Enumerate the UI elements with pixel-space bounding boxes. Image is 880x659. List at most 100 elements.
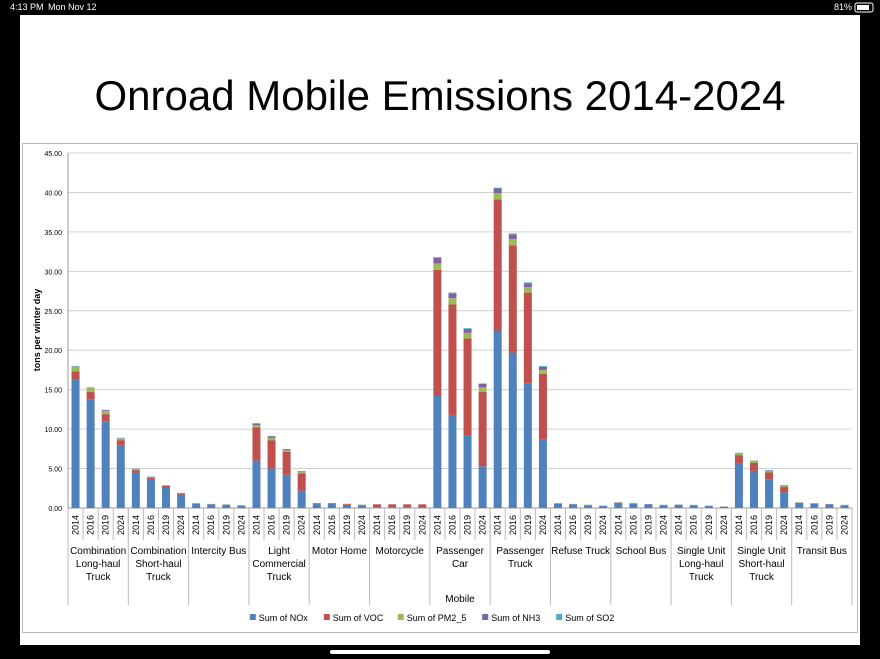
bar-segment bbox=[780, 485, 789, 487]
x-tick-label: 2019 bbox=[282, 515, 292, 535]
bar-segment bbox=[162, 487, 170, 508]
bar-segment bbox=[463, 328, 472, 329]
group-label: Refuse Truck bbox=[551, 546, 611, 557]
bar-segment bbox=[116, 444, 125, 508]
bar-segment bbox=[689, 505, 698, 508]
bar-segment bbox=[538, 439, 547, 508]
y-tick-label: 30.00 bbox=[44, 269, 62, 276]
group-label: School Bus bbox=[615, 546, 667, 557]
bar-segment bbox=[403, 507, 412, 508]
x-tick-label: 2016 bbox=[628, 515, 638, 535]
bar-segment bbox=[267, 436, 276, 438]
x-tick-label: 2019 bbox=[101, 515, 111, 535]
bar-segment bbox=[750, 461, 758, 464]
x-tick-label: 2024 bbox=[719, 515, 729, 535]
x-tick-label: 2019 bbox=[643, 515, 653, 535]
group-label: Combination Long-haul Truck bbox=[70, 546, 127, 583]
x-tick-label: 2014 bbox=[432, 515, 442, 535]
legend-label: Sum of VOC bbox=[333, 613, 384, 623]
group-label: Intercity Bus bbox=[191, 546, 247, 557]
bar-segment bbox=[508, 234, 517, 239]
group-label: Combination Short-haul Truck bbox=[130, 546, 187, 583]
bar-segment bbox=[704, 506, 713, 508]
bar-segment bbox=[282, 474, 291, 508]
y-tick-label: 40.00 bbox=[44, 190, 62, 197]
bar-segment bbox=[222, 504, 231, 508]
x-tick-label: 2019 bbox=[221, 515, 231, 535]
x-tick-label: 2014 bbox=[493, 515, 503, 535]
bar-segment bbox=[448, 293, 457, 299]
bar-segment bbox=[146, 479, 155, 508]
bar-segment bbox=[267, 440, 276, 469]
bar-segment bbox=[478, 392, 487, 467]
bar-segment bbox=[358, 505, 366, 508]
x-tick-label: 2019 bbox=[342, 515, 352, 535]
x-tick-label: 2016 bbox=[749, 515, 759, 535]
x-tick-label: 2014 bbox=[674, 515, 684, 535]
bar-segment bbox=[538, 366, 547, 370]
bar-segment bbox=[162, 485, 170, 486]
x-tick-label: 2024 bbox=[236, 515, 246, 535]
bar-segment bbox=[659, 505, 668, 508]
bar-segment bbox=[584, 505, 593, 508]
x-tick-label: 2016 bbox=[267, 515, 277, 535]
bar-segment bbox=[644, 504, 653, 508]
bar-segment bbox=[523, 292, 532, 384]
x-tick-label: 2014 bbox=[372, 515, 382, 535]
bar-segment bbox=[493, 330, 502, 508]
x-tick-label: 2016 bbox=[206, 515, 216, 535]
bar-segment bbox=[282, 449, 291, 451]
bar-segment bbox=[508, 238, 517, 246]
bar-segment bbox=[840, 505, 849, 508]
group-label: Motor Home bbox=[311, 546, 367, 557]
bar-segment bbox=[825, 504, 834, 508]
x-tick-label: 2014 bbox=[553, 515, 563, 535]
group-label: Motorcycle bbox=[375, 546, 424, 557]
x-tick-label: 2016 bbox=[447, 515, 457, 535]
bar-segment bbox=[71, 371, 80, 380]
chart-title: Onroad Mobile Emissions 2014-2024 bbox=[94, 72, 785, 119]
bar-segment bbox=[327, 504, 336, 508]
bar-segment bbox=[433, 269, 442, 396]
bar-segment bbox=[116, 438, 125, 441]
x-tick-label: 2014 bbox=[312, 515, 322, 535]
legend-swatch bbox=[556, 614, 563, 620]
legend-label: Sum of SO2 bbox=[565, 613, 614, 623]
x-tick-label: 2019 bbox=[161, 515, 171, 535]
bar-segment bbox=[86, 388, 95, 393]
bar-segment bbox=[267, 468, 276, 508]
bar-segment bbox=[192, 503, 201, 508]
legend-label: Sum of NH3 bbox=[491, 613, 540, 623]
x-tick-label: 2024 bbox=[659, 515, 669, 535]
x-tick-label: 2016 bbox=[387, 515, 397, 535]
bar-segment bbox=[131, 468, 140, 471]
x-tick-label: 2016 bbox=[568, 515, 578, 535]
x-tick-label: 2024 bbox=[779, 515, 789, 535]
bar-segment bbox=[297, 473, 306, 491]
bar-segment bbox=[86, 392, 95, 400]
battery-level bbox=[857, 5, 869, 10]
bar-segment bbox=[282, 451, 291, 475]
bar-segment bbox=[162, 485, 170, 488]
bar-segment bbox=[388, 507, 397, 508]
x-tick-label: 2014 bbox=[191, 515, 201, 535]
x-tick-label: 2024 bbox=[478, 515, 488, 535]
status-time: 4:13 PM bbox=[10, 2, 44, 12]
bar-segment bbox=[177, 494, 186, 508]
y-tick-label: 5.00 bbox=[48, 467, 62, 474]
group-label: Transit Bus bbox=[796, 546, 847, 557]
bar-segment bbox=[463, 332, 472, 339]
x-tick-label: 2016 bbox=[809, 515, 819, 535]
x-tick-label: 2019 bbox=[824, 515, 834, 535]
battery-icon bbox=[854, 2, 874, 13]
bar-segment bbox=[795, 502, 804, 508]
bar-segment bbox=[131, 472, 140, 508]
bar-segment bbox=[463, 338, 472, 436]
x-tick-label: 2024 bbox=[417, 515, 427, 535]
x-axis-label: Mobile bbox=[445, 594, 475, 605]
bar-segment bbox=[433, 257, 442, 264]
legend-swatch bbox=[397, 614, 404, 620]
bar-segment bbox=[523, 283, 532, 288]
x-tick-label: 2019 bbox=[463, 515, 473, 535]
bar-segment bbox=[538, 373, 547, 440]
